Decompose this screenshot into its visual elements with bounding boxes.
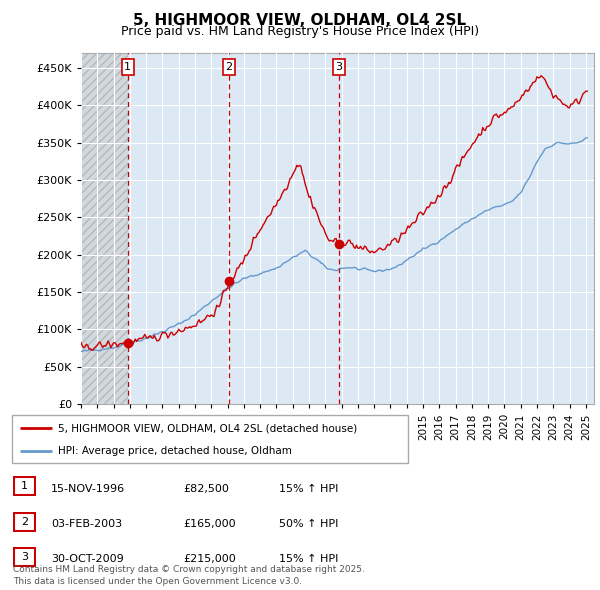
FancyBboxPatch shape [14, 513, 35, 530]
Text: £82,500: £82,500 [183, 484, 229, 493]
Text: 5, HIGHMOOR VIEW, OLDHAM, OL4 2SL: 5, HIGHMOOR VIEW, OLDHAM, OL4 2SL [133, 13, 467, 28]
Text: Price paid vs. HM Land Registry's House Price Index (HPI): Price paid vs. HM Land Registry's House … [121, 25, 479, 38]
FancyBboxPatch shape [14, 477, 35, 495]
Text: 1: 1 [124, 62, 131, 72]
Text: 2: 2 [21, 517, 28, 526]
Text: £215,000: £215,000 [183, 555, 236, 564]
Text: 3: 3 [335, 62, 343, 72]
Text: 15% ↑ HPI: 15% ↑ HPI [279, 484, 338, 493]
Text: 03-FEB-2003: 03-FEB-2003 [51, 519, 122, 529]
Text: 1: 1 [21, 481, 28, 491]
Text: 2: 2 [226, 62, 233, 72]
Text: Contains HM Land Registry data © Crown copyright and database right 2025.
This d: Contains HM Land Registry data © Crown c… [13, 565, 365, 586]
Text: £165,000: £165,000 [183, 519, 236, 529]
Text: 15-NOV-1996: 15-NOV-1996 [51, 484, 125, 493]
Text: 50% ↑ HPI: 50% ↑ HPI [279, 519, 338, 529]
FancyBboxPatch shape [14, 548, 35, 566]
FancyBboxPatch shape [12, 415, 408, 463]
Text: 30-OCT-2009: 30-OCT-2009 [51, 555, 124, 564]
Text: HPI: Average price, detached house, Oldham: HPI: Average price, detached house, Oldh… [58, 446, 292, 456]
Text: 5, HIGHMOOR VIEW, OLDHAM, OL4 2SL (detached house): 5, HIGHMOOR VIEW, OLDHAM, OL4 2SL (detac… [58, 423, 357, 433]
Text: 3: 3 [21, 552, 28, 562]
Text: 15% ↑ HPI: 15% ↑ HPI [279, 555, 338, 564]
Bar [81, 53, 128, 404]
